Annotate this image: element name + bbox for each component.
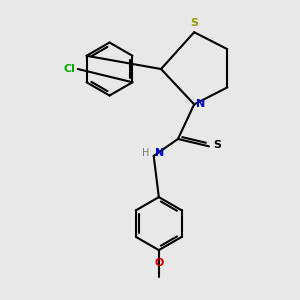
Text: Cl: Cl: [64, 64, 76, 74]
Text: N: N: [196, 99, 206, 110]
Text: H: H: [142, 148, 149, 158]
Text: S: S: [213, 140, 221, 150]
Text: O: O: [154, 258, 164, 268]
Text: N: N: [155, 148, 164, 158]
Text: S: S: [190, 18, 198, 28]
